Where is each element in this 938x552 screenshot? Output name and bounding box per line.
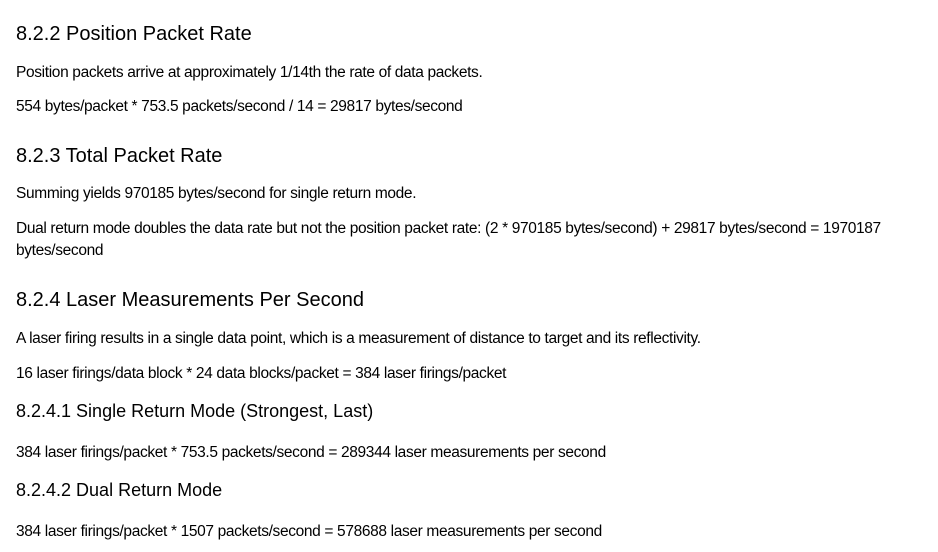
paragraph: A laser firing results in a single data … [16,330,701,347]
subsection-heading-dual-return-mode: 8.2.4.2 Dual Return Mode [16,480,223,500]
section-heading-total-packet-rate: 8.2.3 Total Packet Rate [16,145,223,167]
paragraph: Position packets arrive at approximately… [16,64,483,81]
paragraph: Summing yields 970185 bytes/second for s… [16,185,417,202]
section-heading-laser-measurements: 8.2.4 Laser Measurements Per Second [16,289,364,311]
paragraph: 384 laser firings/packet * 753.5 packets… [16,444,606,461]
section-heading-position-packet-rate: 8.2.2 Position Packet Rate [16,23,252,45]
paragraph: Dual return mode doubles the data rate b… [16,220,881,259]
paragraph: 16 laser firings/data block * 24 data bl… [16,365,507,382]
paragraph: 384 laser firings/packet * 1507 packets/… [16,523,602,540]
paragraph: 554 bytes/packet * 753.5 packets/second … [16,98,463,115]
subsection-heading-single-return-mode: 8.2.4.1 Single Return Mode (Strongest, L… [16,401,374,421]
